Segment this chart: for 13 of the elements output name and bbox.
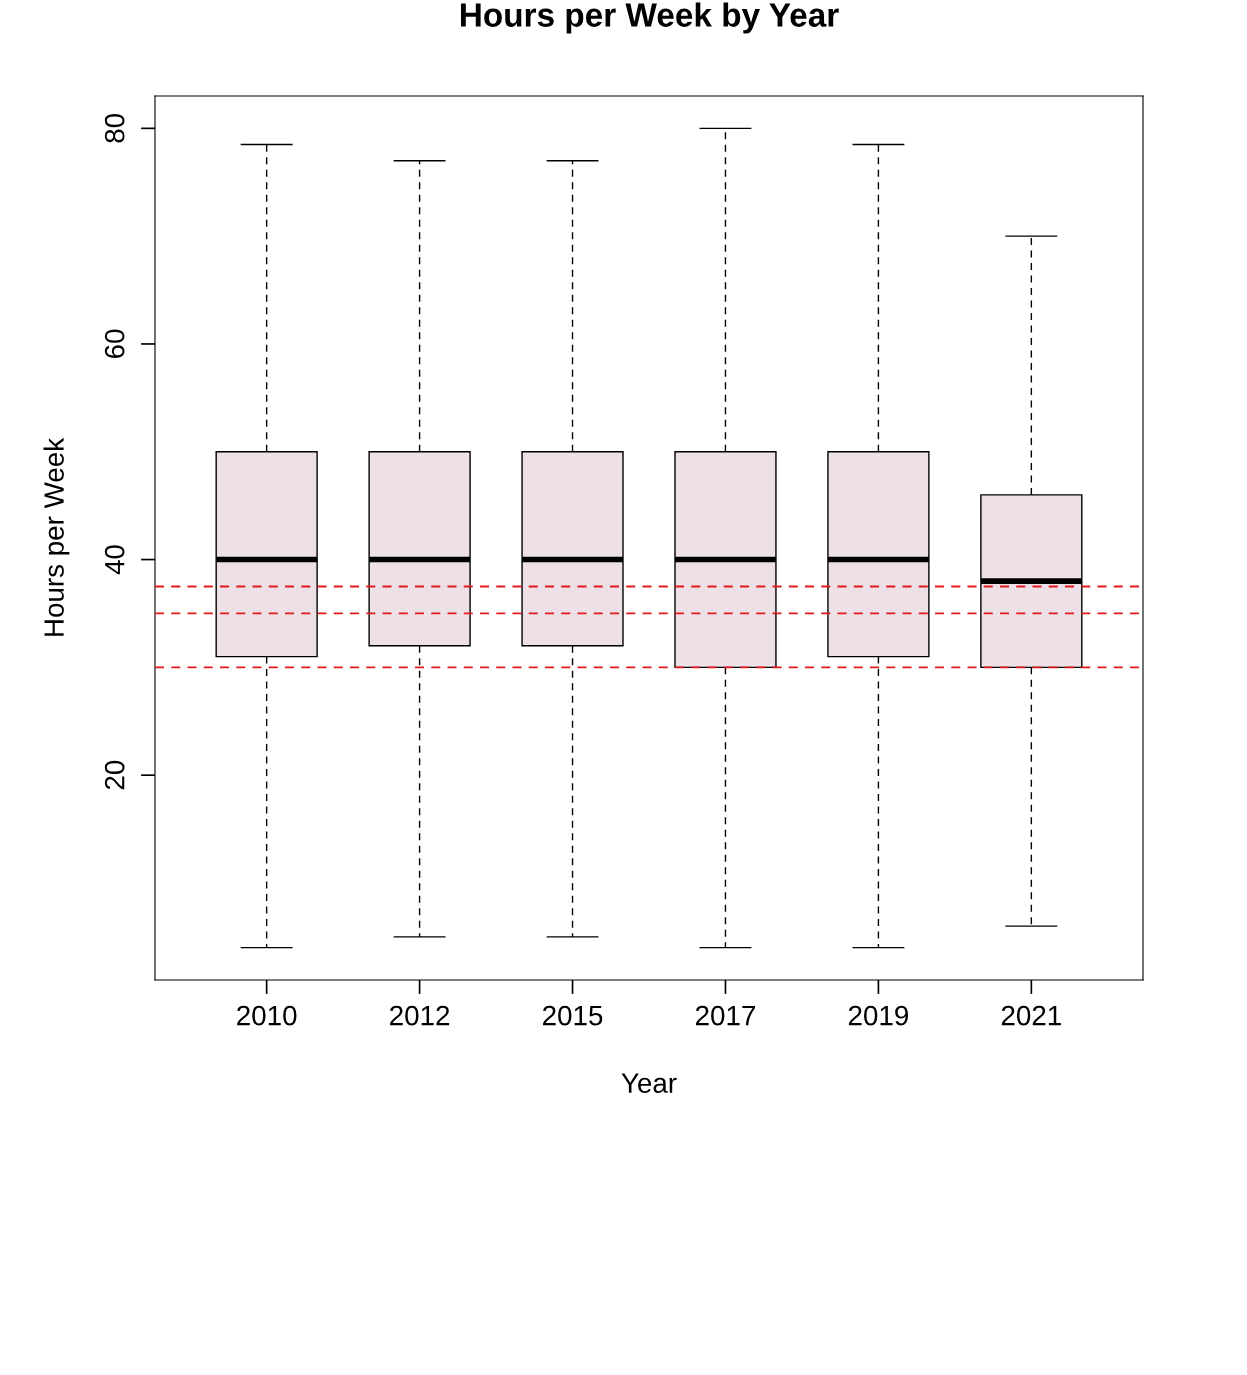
x-tick-label: 2021	[1001, 1005, 1061, 1026]
chart-title: Hours per Week by Year	[461, 2, 839, 34]
x-tick-label: 2019	[848, 1005, 908, 1026]
y-tick-label: 60	[104, 329, 125, 358]
y-tick-label: 80	[104, 113, 125, 143]
x-tick-label: 2012	[390, 1005, 450, 1026]
y-axis-title: Hours per Week	[43, 437, 70, 636]
x-tick-label: 2010	[237, 1005, 297, 1026]
x-axis-title: Year	[621, 1073, 677, 1093]
y-tick-label: 40	[104, 545, 125, 575]
y-tick-label: 20	[104, 760, 125, 790]
x-tick-label: 2017	[695, 1005, 755, 1026]
x-tick-label: 2015	[543, 1005, 603, 1026]
